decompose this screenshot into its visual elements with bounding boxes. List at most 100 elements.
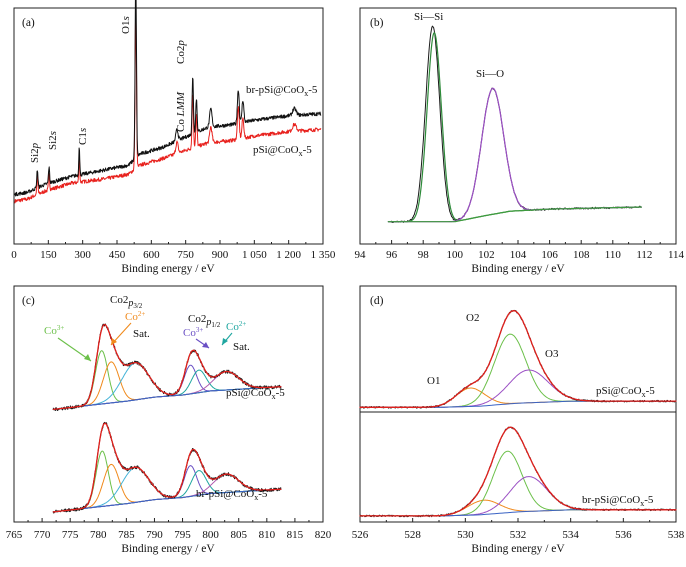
x-tick-label: 790 — [146, 529, 163, 541]
x-tick-label: 810 — [259, 529, 276, 541]
x-tick-label: 1 350 — [311, 249, 336, 261]
peak-label-o1s: O1s — [120, 16, 132, 34]
series-label-psi-d: pSi@CoOx-5 — [596, 385, 655, 399]
anno-co2p12: Co2p1/2 — [188, 313, 221, 329]
survey-line — [14, 11, 322, 204]
series-label-psi: pSi@CoOx-5 — [253, 144, 312, 158]
x-tick-label: 795 — [174, 529, 191, 541]
peak-label-co2p: Co2p — [175, 40, 187, 64]
x-tick-label: 530 — [457, 529, 474, 541]
envelope-fit — [52, 422, 282, 513]
background-line — [359, 400, 677, 408]
x-tick-label: 805 — [230, 529, 247, 541]
x-tick-label: 780 — [90, 529, 107, 541]
x-tick-label: 96 — [386, 249, 398, 261]
envelope-fit — [359, 310, 677, 408]
x-tick-label: 150 — [40, 249, 57, 261]
x-tick-label: 106 — [541, 249, 558, 261]
si2p-line — [387, 87, 642, 223]
x-tick-label: 108 — [573, 249, 590, 261]
panel-b-x-label: Binding energy / eV — [471, 263, 565, 275]
x-tick-label: 534 — [562, 529, 579, 541]
panel-b-frame — [359, 7, 677, 245]
anno-sat-left: Sat. — [133, 328, 150, 340]
component-fit — [52, 450, 282, 513]
peak-label-o3: O3 — [545, 348, 559, 360]
panel-a: (a) 0 150 300 450 600 750 900 1 050 1 200 1 350 B… — [11, 0, 336, 275]
x-tick-label: 94 — [355, 249, 367, 261]
panel-c-tag: (c) — [22, 295, 35, 307]
series-label-br-psi: br-pSi@CoOx-5 — [246, 84, 318, 98]
x-tick-label: 114 — [668, 249, 685, 261]
panel-b-curves — [387, 25, 642, 223]
panel-c-x-ticks: 765 770 775 780 785 790 795 800 805 810 815 820 — [6, 518, 332, 541]
peak-label-co-lmm: Co LMM — [175, 91, 187, 132]
series-label-psi-c: pSi@CoOx-5 — [226, 387, 285, 401]
x-tick-label: 775 — [62, 529, 79, 541]
background-line — [52, 386, 282, 410]
arrowhead-co2-left — [111, 338, 117, 345]
x-tick-label: 98 — [418, 249, 430, 261]
x-tick-label: 536 — [615, 529, 632, 541]
x-tick-label: 1 200 — [276, 249, 301, 261]
x-tick-label: 800 — [202, 529, 219, 541]
arrowhead-co3-left — [84, 354, 91, 361]
x-tick-label: 528 — [404, 529, 421, 541]
x-tick-label: 526 — [352, 529, 369, 541]
x-tick-label: 750 — [177, 249, 194, 261]
peak-label-o1: O1 — [427, 375, 440, 387]
x-tick-label: 300 — [74, 249, 91, 261]
panel-c-x-label: Binding energy / eV — [121, 543, 215, 555]
peak-label-si-o: Si—O — [476, 68, 504, 80]
panel-a-curves — [14, 0, 322, 204]
panel-b-tag: (b) — [370, 17, 384, 29]
panel-a-tag: (a) — [22, 17, 35, 29]
x-tick-label: 900 — [212, 249, 229, 261]
panel-c-curves — [52, 323, 282, 514]
x-tick-label: 102 — [478, 249, 495, 261]
panel-d: (d) 526 528 530 532 534 536 538 Binding energy… — [352, 285, 685, 555]
panel-d-curves — [359, 309, 677, 518]
x-tick-label: 820 — [315, 529, 332, 541]
survey-line — [14, 0, 322, 197]
x-tick-label: 785 — [118, 529, 135, 541]
peak-label-si2s: Si2s — [47, 131, 59, 150]
peak-label-si-si: Si—Si — [414, 11, 443, 23]
panel-a-x-ticks: 0 150 300 450 600 750 900 1 050 1 200 1 350 — [11, 240, 336, 261]
peak-label-c1s: C1s — [77, 128, 89, 145]
x-tick-label: 100 — [447, 249, 464, 261]
panel-c-frame — [13, 285, 324, 523]
anno-sat-right: Sat. — [233, 341, 250, 353]
panel-b: (b) 94 96 98 100 102 104 106 108 110 112 114 Bindi… — [355, 7, 685, 275]
x-tick-label: 1 050 — [242, 249, 267, 261]
anno-co3-right: Co3+ — [183, 326, 203, 339]
series-label-br-psi-d: br-pSi@CoOx-5 — [582, 494, 654, 508]
component-fit — [359, 450, 677, 517]
annotation-arrows — [57, 322, 233, 362]
envelope-fit — [359, 426, 677, 517]
x-tick-label: 815 — [287, 529, 304, 541]
panel-a-frame — [13, 7, 324, 245]
panel-d-x-label: Binding energy / eV — [471, 543, 565, 555]
arrowhead-co3-right — [202, 342, 209, 348]
x-tick-label: 0 — [11, 249, 17, 261]
panel-b-x-ticks: 94 96 98 100 102 104 106 108 110 112 114 — [355, 240, 685, 261]
x-tick-label: 112 — [636, 249, 652, 261]
x-tick-label: 765 — [6, 529, 23, 541]
x-tick-label: 104 — [510, 249, 527, 261]
si2p-line — [387, 206, 642, 223]
x-tick-label: 110 — [605, 249, 622, 261]
panel-c: (c) 765 770 775 780 785 790 795 800 805 810 815 820… — [6, 285, 332, 555]
panel-a-x-label: Binding energy / eV — [121, 263, 215, 275]
peak-label-si2p: Si2p — [29, 142, 41, 163]
panel-d-frame — [359, 285, 677, 523]
x-tick-label: 532 — [510, 529, 527, 541]
anno-co3-left: Co3+ — [44, 324, 64, 337]
x-tick-label: 770 — [34, 529, 51, 541]
panel-d-x-ticks: 526 528 530 532 534 536 538 — [352, 518, 685, 541]
x-tick-label: 450 — [109, 249, 126, 261]
peak-label-o2: O2 — [466, 312, 479, 324]
arrowhead-co2-right — [222, 338, 228, 345]
x-tick-label: 538 — [668, 529, 685, 541]
x-tick-label: 600 — [143, 249, 160, 261]
